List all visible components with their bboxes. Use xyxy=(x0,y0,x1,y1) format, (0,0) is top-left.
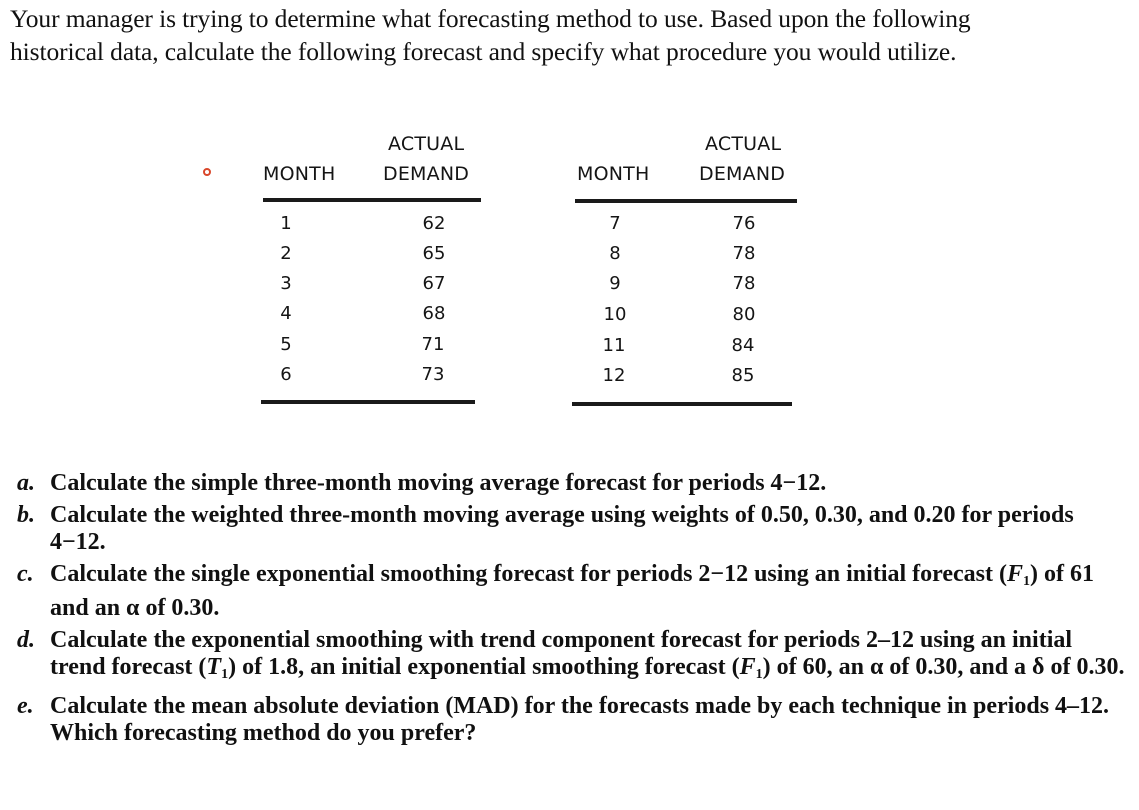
question-text: Calculate the mean absolute deviation (M… xyxy=(50,693,1110,746)
demand-cell: 78 xyxy=(732,273,756,294)
month-cell: 11 xyxy=(602,335,626,356)
demand-cell: 71 xyxy=(421,334,445,355)
month-cell: 9 xyxy=(609,273,621,294)
question-text: Calculate the weighted three-month movin… xyxy=(50,502,1074,555)
month-cell: 6 xyxy=(280,364,292,385)
question-letter: a. xyxy=(17,470,35,496)
variable-t: T xyxy=(206,654,222,680)
header-demand: DEMAND xyxy=(383,163,470,185)
question-c: c. Calculate the single exponential smoo… xyxy=(17,561,1132,622)
demand-cell: 73 xyxy=(421,364,445,385)
month-cell: 12 xyxy=(602,365,626,386)
demand-cell: 80 xyxy=(732,304,756,325)
question-text: Calculate the single exponential smoothi… xyxy=(50,561,1094,621)
question-letter: c. xyxy=(17,561,34,587)
subscript: 1 xyxy=(221,667,229,682)
text-segment: ) of 1.8, an initial exponential smoothi… xyxy=(228,654,740,680)
month-cell: 1 xyxy=(280,213,292,234)
problem-intro: Your manager is trying to determine what… xyxy=(10,2,1135,68)
intro-line-2: historical data, calculate the following… xyxy=(10,37,957,66)
demand-cell: 65 xyxy=(422,243,446,264)
subscript: 1 xyxy=(1023,574,1031,589)
question-text: Calculate the simple three-month moving … xyxy=(50,470,827,496)
header-demand: DEMAND xyxy=(699,163,786,185)
month-cell: 8 xyxy=(609,243,621,264)
month-cell: 7 xyxy=(609,213,621,234)
header-month: MONTH xyxy=(263,163,336,185)
variable-f: F xyxy=(739,654,756,680)
text-segment: Calculate the exponential smoothing with… xyxy=(50,627,1073,680)
text-segment: ) of 60, an α of 0.30, and a δ of 0.30. xyxy=(762,654,1125,680)
month-cell: 5 xyxy=(280,334,292,355)
question-list: a. Calculate the simple three-month movi… xyxy=(17,470,1132,752)
month-cell: 2 xyxy=(280,243,292,264)
question-text: Calculate the exponential smoothing with… xyxy=(50,627,1125,682)
question-b: b. Calculate the weighted three-month mo… xyxy=(17,502,1132,556)
question-letter: e. xyxy=(17,693,34,719)
demand-cell: 84 xyxy=(731,335,755,356)
header-actual: ACTUAL xyxy=(388,133,465,155)
bullet-dot-icon xyxy=(203,168,211,176)
variable-f: F xyxy=(1007,561,1024,587)
demand-cell: 62 xyxy=(422,213,446,234)
question-e: e. Calculate the mean absolute deviation… xyxy=(17,693,1132,747)
month-cell: 4 xyxy=(280,303,292,324)
demand-cell: 67 xyxy=(422,273,446,294)
question-letter: b. xyxy=(17,502,35,528)
demand-cell: 68 xyxy=(422,303,446,324)
demand-cell: 85 xyxy=(731,365,755,386)
footer-rule xyxy=(261,400,475,404)
subscript: 1 xyxy=(755,667,763,682)
month-cell: 3 xyxy=(280,273,292,294)
text-segment: Calculate the single exponential smoothi… xyxy=(50,561,1007,587)
demand-cell: 78 xyxy=(732,243,756,264)
footer-rule xyxy=(572,402,792,406)
question-letter: d. xyxy=(17,627,35,653)
header-actual: ACTUAL xyxy=(705,133,782,155)
month-cell: 10 xyxy=(603,304,627,325)
question-d: d. Calculate the exponential smoothing w… xyxy=(17,627,1132,688)
text-segment: ) of 61 and an α of 0.30. xyxy=(50,561,1094,621)
header-rule xyxy=(575,199,797,203)
question-a: a. Calculate the simple three-month movi… xyxy=(17,470,1132,497)
intro-line-1: Your manager is trying to determine what… xyxy=(10,4,971,33)
header-month: MONTH xyxy=(577,163,650,185)
header-rule xyxy=(263,198,481,202)
demand-cell: 76 xyxy=(732,213,756,234)
